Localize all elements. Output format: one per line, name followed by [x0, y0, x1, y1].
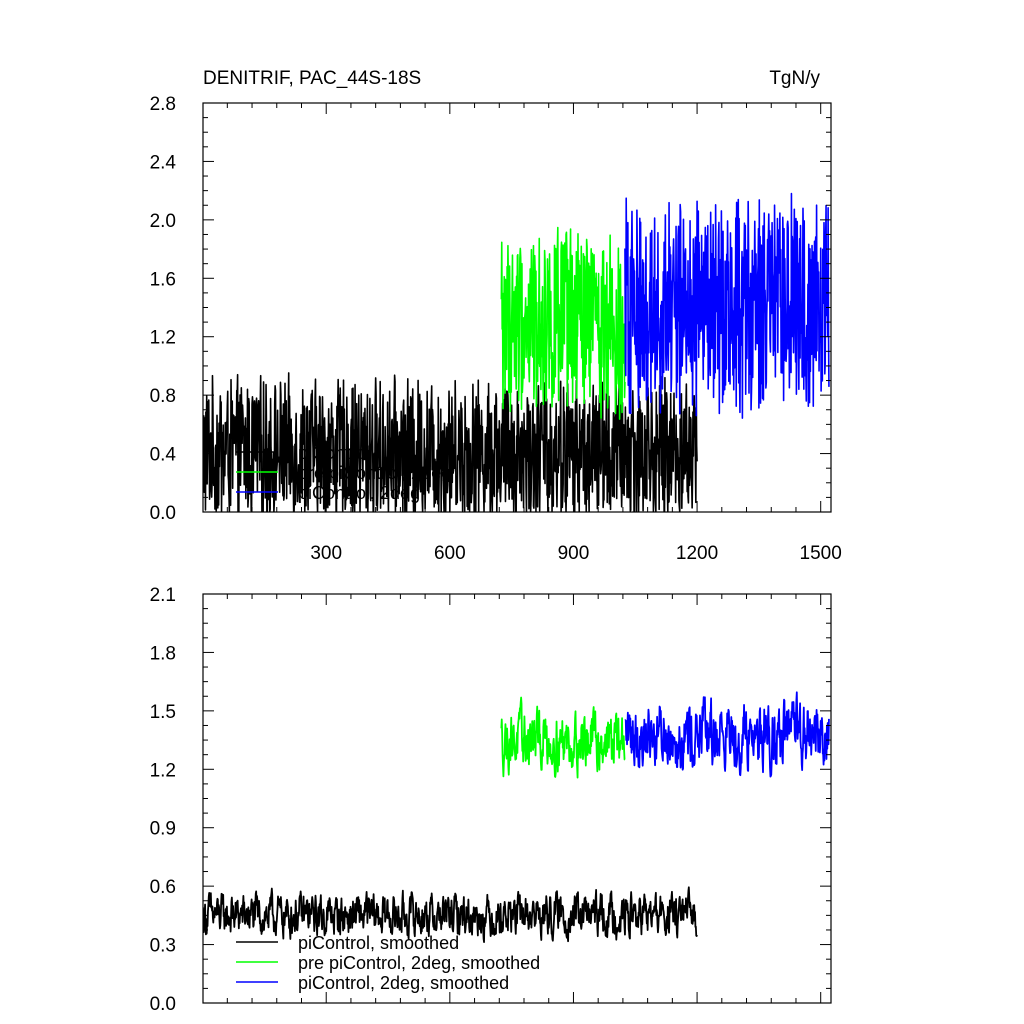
series-line-picontrol-2deg-smoothed	[624, 691, 830, 778]
y-tick-label: 1.6	[150, 269, 176, 290]
y-tick-label: 1.2	[150, 328, 176, 349]
legend-label: pre piControl, 2deg, smoothed	[298, 953, 540, 973]
legend-label: piControl, 2deg, smoothed	[298, 973, 509, 993]
series-line-picontrol	[203, 372, 698, 512]
legend-label: piControl, smoothed	[298, 933, 459, 953]
series-group	[203, 691, 830, 943]
bottom-panel: 0.0 0.3 0.6 0.9 1.2 1.5 1.8 2.1 piControl, smoot…	[150, 585, 832, 1015]
series-line-picontrol-smoothed	[203, 886, 698, 943]
series-line-pre-picontrol-2deg-smoothed	[500, 696, 626, 779]
legend-label: piControl	[298, 443, 370, 463]
y-tick-label: 1.8	[150, 643, 176, 664]
y-tick-label: 0.6	[150, 877, 176, 898]
y-tick-label: 2.4	[150, 152, 177, 173]
x-tick-label: 1200	[676, 543, 718, 564]
legend-label: piControl, 2deg	[298, 483, 420, 503]
x-tick-label: 300	[310, 543, 342, 564]
y-tick-label: 2.0	[150, 211, 176, 232]
y-tick-label: 0.9	[150, 819, 176, 840]
series-group	[203, 192, 830, 512]
y-tick-label: 0.0	[150, 503, 176, 524]
x-tick-label: 600	[434, 543, 466, 564]
y-tick-label: 0.0	[150, 994, 176, 1015]
x-tick-label: 1500	[800, 543, 842, 564]
y-tick-label: 0.3	[150, 936, 176, 957]
y-tick-label: 0.8	[150, 386, 176, 407]
y-tick-label: 2.8	[150, 94, 176, 115]
series-line-picontrol-2deg	[624, 192, 830, 419]
y-tick-label: 0.4	[150, 445, 177, 466]
chart-title: DENITRIF, PAC_44S-18S	[203, 68, 421, 89]
legend-label: pre piControl, 2deg	[298, 463, 451, 483]
units-label: TgN/y	[769, 68, 820, 89]
series-line-pre-picontrol-2deg	[500, 226, 626, 420]
x-tick-label: 900	[558, 543, 590, 564]
y-tick-label: 2.1	[150, 585, 176, 606]
y-tick-label: 1.2	[150, 760, 176, 781]
top-panel: DENITRIF, PAC_44S-18S TgN/y 0.0 0.4 0.8 1.2…	[150, 68, 842, 564]
y-tick-label: 1.5	[150, 702, 176, 723]
